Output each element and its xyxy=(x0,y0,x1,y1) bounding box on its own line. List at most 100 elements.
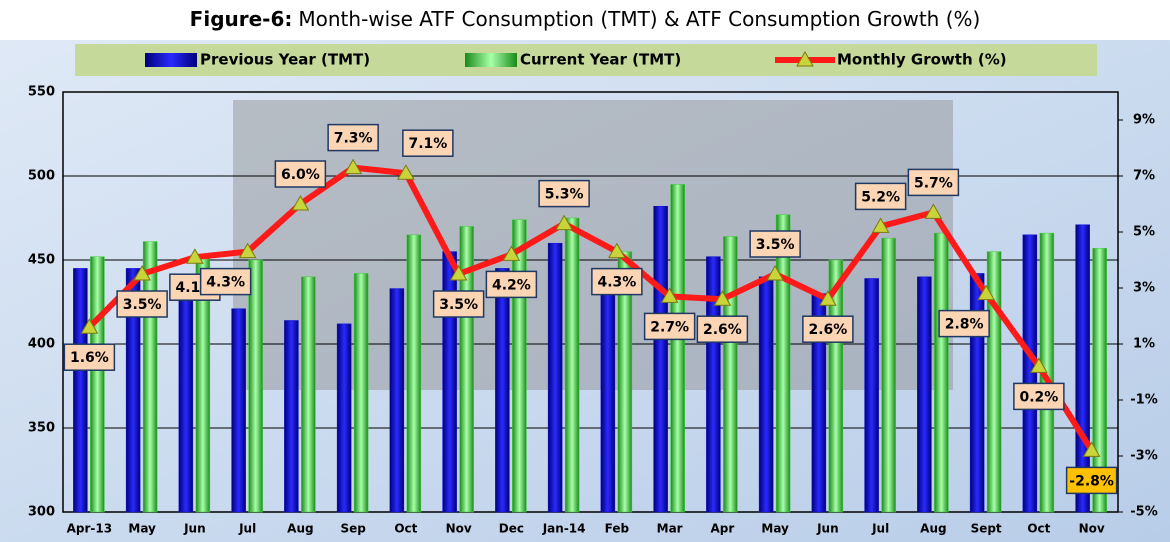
value-label-box xyxy=(63,343,116,371)
value-label-box xyxy=(591,267,643,296)
legend-swatch xyxy=(465,53,517,67)
value-label-box xyxy=(1065,466,1118,495)
legend-marker xyxy=(796,50,814,67)
y-tick-label: 550 xyxy=(28,85,55,100)
value-label: 5.2% xyxy=(861,189,900,205)
bar xyxy=(336,323,352,513)
bar xyxy=(495,268,510,513)
growth-marker xyxy=(555,214,573,231)
value-label-box xyxy=(907,168,960,197)
y-tick-label: 300 xyxy=(28,505,55,520)
y2-tick-label: 9% xyxy=(1133,113,1155,128)
growth-line xyxy=(87,164,1095,452)
growth-marker xyxy=(819,290,837,306)
bar xyxy=(301,276,316,513)
x-tick-label: May xyxy=(761,522,789,536)
x-tick-label: Aug xyxy=(920,522,946,536)
bar xyxy=(934,232,949,513)
value-label: 7.1% xyxy=(408,136,447,152)
growth-marker xyxy=(871,217,890,233)
x-tick-label: Dec xyxy=(499,522,524,536)
value-label-box xyxy=(402,129,454,157)
growth-marker xyxy=(1082,441,1101,457)
value-label-box xyxy=(802,315,854,343)
value-label: 4.2% xyxy=(492,277,531,293)
figure-label: Figure-6: xyxy=(190,7,293,31)
growth-marker xyxy=(344,158,362,175)
value-label-box xyxy=(696,315,749,343)
legend-label: Monthly Growth (%) xyxy=(837,51,1007,69)
title-text: Month-wise ATF Consumption (TMT) & ATF C… xyxy=(298,7,980,31)
growth-marker xyxy=(1030,357,1048,373)
x-tick-label: Aug xyxy=(287,522,313,536)
x-tick-label: Sept xyxy=(971,522,1002,536)
bar xyxy=(917,276,932,513)
x-tick-label: Jul xyxy=(871,522,889,536)
value-label-box xyxy=(1013,382,1065,411)
bar xyxy=(617,251,633,513)
x-tick-label: Jan-14 xyxy=(542,522,586,536)
bar xyxy=(881,237,896,513)
growth-marker xyxy=(449,264,468,281)
legend-label: Current Year (TMT) xyxy=(520,51,681,69)
bar xyxy=(125,268,141,513)
growth-marker xyxy=(186,248,204,264)
x-tick-label: Apr-13 xyxy=(67,522,112,536)
x-tick-label: Oct xyxy=(1027,522,1050,536)
bar xyxy=(1022,234,1038,513)
growth-marker xyxy=(608,242,626,259)
bar xyxy=(986,251,1002,513)
value-label: -2.8% xyxy=(1069,473,1114,489)
value-label: 5.7% xyxy=(914,175,953,191)
value-label: 2.8% xyxy=(945,317,984,333)
y2-tick-label: -5% xyxy=(1130,505,1157,520)
value-label-box xyxy=(274,160,327,188)
bar xyxy=(670,184,685,513)
x-tick-label: Nov xyxy=(446,522,472,536)
bar xyxy=(389,288,405,513)
value-label-box xyxy=(938,309,990,338)
chart-title: Figure-6: Month-wise ATF Consumption (TMT… xyxy=(190,7,981,31)
growth-marker xyxy=(766,264,784,281)
bar xyxy=(758,276,774,513)
value-label-box xyxy=(327,123,379,152)
x-tick-label: Oct xyxy=(394,522,417,536)
value-label: 3.5% xyxy=(439,297,478,313)
x-tick-label: Apr xyxy=(710,522,734,536)
x-tick-label: Sep xyxy=(340,522,366,536)
value-label-box xyxy=(643,312,696,341)
value-label: 4.3% xyxy=(597,275,636,291)
value-label-box xyxy=(538,179,590,208)
y2-tick-label: 5% xyxy=(1133,225,1155,240)
y2-tick-label: 7% xyxy=(1133,169,1155,184)
growth-marker xyxy=(133,264,151,281)
y-tick-label: 500 xyxy=(28,169,55,184)
y-tick-label: 450 xyxy=(28,253,55,268)
bar xyxy=(142,241,158,513)
y2-tick-label: 1% xyxy=(1133,337,1155,352)
bar xyxy=(547,242,563,513)
value-label: 5.3% xyxy=(545,187,584,203)
growth-marker xyxy=(713,290,732,306)
bar xyxy=(1092,247,1107,513)
bar xyxy=(969,273,985,513)
growth-marker xyxy=(291,194,310,211)
y-tick-label: 350 xyxy=(28,421,55,436)
bar xyxy=(353,273,369,513)
y-tick-label: 400 xyxy=(28,337,55,352)
value-label: 3.5% xyxy=(123,297,162,313)
x-tick-label: Jun xyxy=(183,522,206,536)
x-tick-label: Mar xyxy=(657,522,683,536)
x-tick-label: Jul xyxy=(238,522,256,536)
growth-marker xyxy=(924,203,943,219)
growth-marker xyxy=(660,287,679,303)
bar xyxy=(512,219,527,513)
value-label: 2.6% xyxy=(703,322,742,338)
growth-marker xyxy=(80,318,99,334)
bar xyxy=(73,268,88,513)
value-label: 1.6% xyxy=(70,350,109,366)
bar xyxy=(406,234,422,513)
growth-marker xyxy=(977,284,995,301)
x-tick-label: Nov xyxy=(1079,522,1105,536)
bar xyxy=(653,205,668,513)
